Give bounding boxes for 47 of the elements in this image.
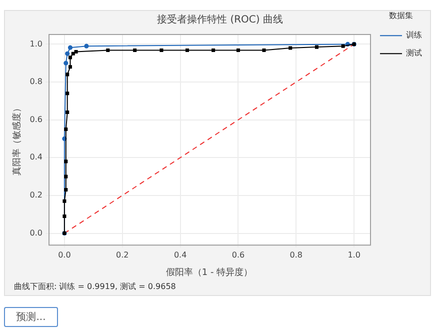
point	[68, 45, 73, 50]
point	[64, 60, 68, 66]
point	[160, 48, 164, 52]
point	[314, 45, 318, 49]
point	[64, 188, 68, 192]
point	[288, 46, 292, 50]
point	[66, 110, 70, 114]
legend-label: 测试	[406, 48, 422, 58]
legend-label: 训练	[406, 30, 422, 40]
point	[66, 72, 70, 76]
point	[185, 48, 190, 52]
y-tick-label: 0.6	[30, 114, 43, 124]
point	[262, 48, 266, 52]
point	[133, 48, 137, 52]
chart-title: 接受者操作特性 (ROC) 曲线	[157, 14, 283, 26]
y-tick-label: 0.2	[30, 190, 43, 200]
point	[74, 50, 78, 54]
x-tick-label: 1.0	[348, 250, 360, 260]
point	[236, 48, 240, 52]
point	[64, 160, 68, 164]
x-tick-label: 0.4	[174, 250, 187, 260]
point	[68, 65, 72, 69]
point	[341, 44, 345, 48]
point	[64, 128, 68, 132]
point	[66, 92, 70, 96]
y-tick-label: 1.0	[30, 39, 43, 48]
x-tick-label: 0.8	[290, 250, 303, 260]
y-tick-label: 0.4	[30, 152, 43, 162]
point	[84, 44, 89, 48]
point	[212, 48, 216, 52]
legend-title: 数据集	[389, 11, 413, 20]
point	[71, 52, 75, 56]
point	[62, 199, 66, 203]
x-tick-label: 0.0	[58, 250, 71, 260]
point	[68, 56, 72, 60]
y-tick-label: 0.8	[30, 77, 43, 86]
y-tick-label: 0.0	[30, 228, 43, 238]
x-axis-title: 假阳率（1 - 特异度）	[166, 266, 253, 278]
x-tick-label: 0.2	[116, 250, 129, 260]
point	[106, 48, 110, 52]
x-tick-label: 0.6	[232, 250, 245, 260]
y-axis-title: 真阳率（敏感度）	[12, 103, 23, 176]
point	[62, 214, 66, 218]
text: 预测...	[4, 307, 58, 327]
point	[65, 51, 70, 56]
point	[64, 174, 68, 178]
text: 曲线下面积: 训练 = 0.9919, 测试 = 0.9658	[14, 282, 176, 292]
